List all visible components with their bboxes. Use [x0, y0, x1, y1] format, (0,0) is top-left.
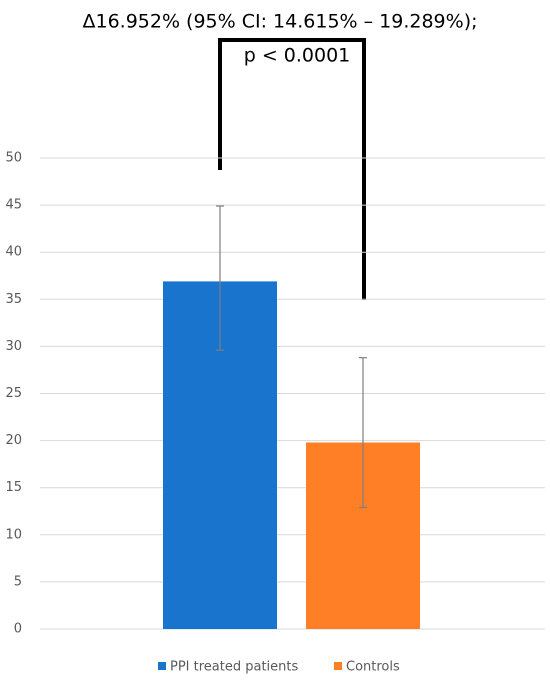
y-tick-label: 15: [5, 480, 22, 495]
y-tick-label: 0: [14, 622, 22, 637]
y-tick-label: 40: [5, 245, 22, 260]
y-tick-label: 50: [5, 151, 22, 166]
annotation: Δ16.952% (95% CI: 14.615% – 19.289%);: [82, 11, 477, 33]
legend-swatch: [334, 662, 342, 670]
y-tick-label: 30: [5, 339, 22, 354]
y-tick-label: 5: [14, 574, 22, 589]
y-tick-label: 25: [5, 386, 22, 401]
y-tick-label: 10: [5, 527, 22, 542]
annotation: p < 0.0001: [244, 45, 351, 67]
significance-bracket: [218, 38, 366, 300]
legend-label: PPI treated patients: [170, 660, 299, 675]
legend-swatch: [158, 662, 166, 670]
legend-label: Controls: [346, 660, 400, 675]
y-tick-label: 45: [5, 198, 22, 213]
y-tick-label: 35: [5, 292, 22, 307]
y-tick-label: 20: [5, 433, 22, 448]
